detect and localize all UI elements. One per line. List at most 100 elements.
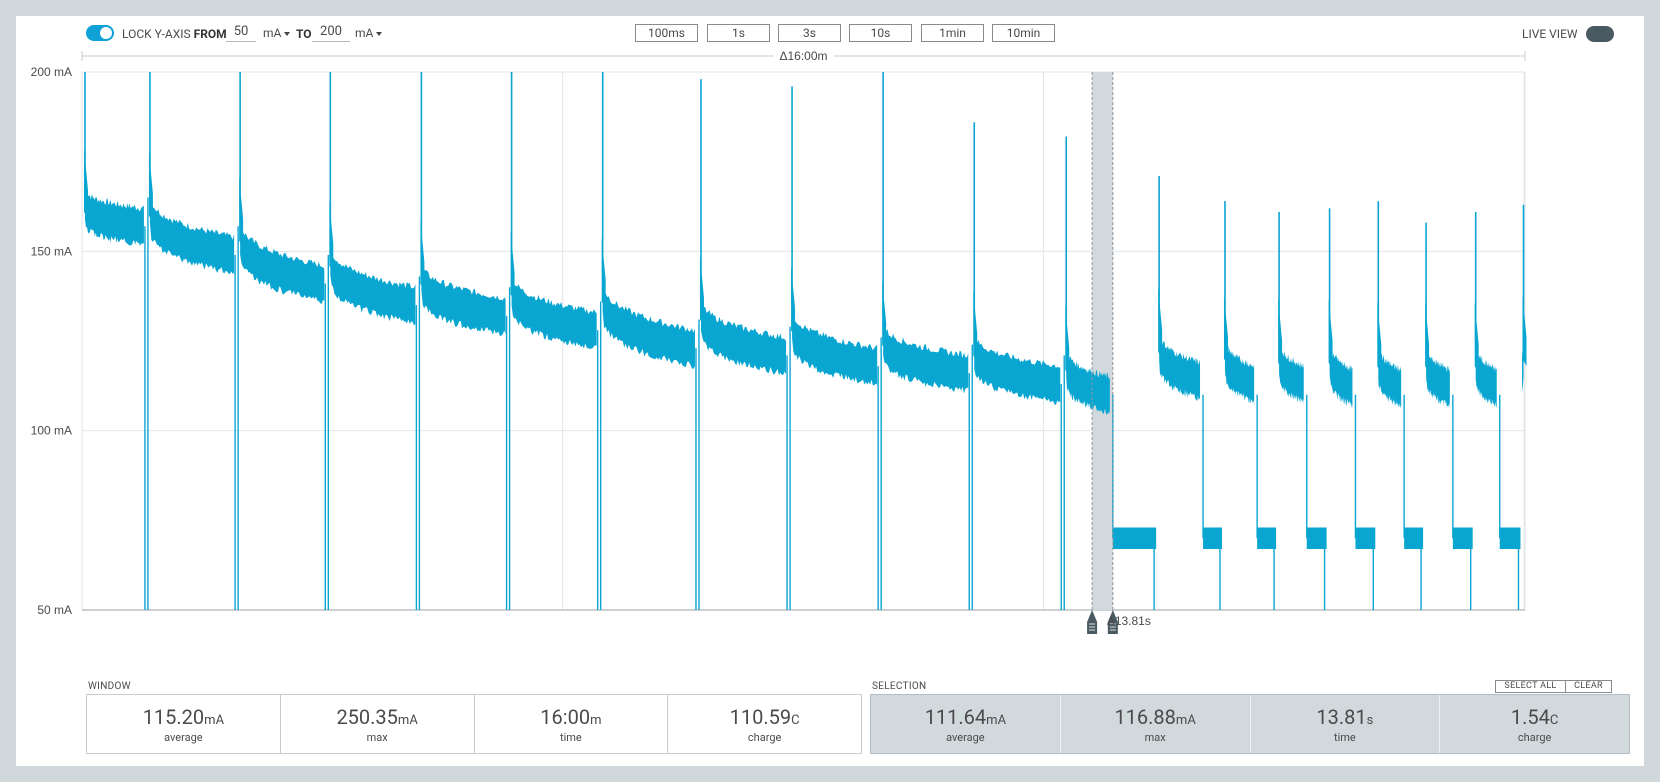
burst-idle-1	[1203, 527, 1222, 550]
trace-segment-3-rise	[329, 201, 334, 273]
burst-idle-0	[1112, 527, 1157, 550]
window-max-unit: mA	[397, 713, 418, 728]
trace-segment-11-rise	[1065, 305, 1070, 377]
live-view-toggle[interactable]	[1586, 26, 1614, 42]
trace-segment-5-rise	[510, 229, 515, 302]
window-charge-value: 110.59	[729, 705, 792, 729]
window-average-value: 115.20	[142, 705, 205, 729]
trace-segment-3-band	[330, 243, 416, 326]
y-tick-label: 200 mA	[31, 65, 72, 79]
selection-max-unit: mA	[1175, 713, 1196, 728]
selection-average-unit: mA	[986, 713, 1007, 728]
chevron-down-icon	[284, 31, 291, 36]
window-max-value: 250.35	[336, 705, 398, 729]
selection-time-caption: time	[1333, 731, 1356, 744]
burst-idle-6	[1452, 527, 1473, 550]
from-label: FROM	[193, 27, 227, 41]
trace-segment-5-band	[511, 271, 597, 349]
burst-band-6-rise	[1474, 301, 1479, 374]
current-chart[interactable]: Δ16:00m 200 mA 150 mA 100 mA 50 mA Δ13.81s	[16, 16, 1644, 676]
window-stats: 115.20mA average 250.35mA max 16:00m time 1…	[86, 694, 862, 754]
window-charge-caption: charge	[747, 731, 782, 744]
y-tick-label: 50 mA	[37, 603, 72, 617]
zoom-10min-button[interactable]: 10min	[992, 24, 1055, 42]
burst-idle-7	[1499, 527, 1521, 550]
zoom-1min-button[interactable]: 1min	[921, 24, 984, 42]
burst-band-4-rise	[1377, 301, 1382, 374]
trace-segment-7-band	[700, 292, 787, 376]
burst-band-7-rise	[1522, 294, 1527, 367]
to-unit-text: mA	[355, 26, 374, 40]
selection-max-value: 116.88	[1114, 705, 1176, 729]
trace-segment-8-rise	[791, 265, 796, 338]
selection-average-caption: average	[946, 731, 985, 744]
selection-stats: 111.64mA average 116.88mA max 13.81s time 1…	[870, 694, 1630, 754]
power-profiler-panel: LOCK Y-AXIS FROM 50 mA TO 200 mA 100ms 1…	[16, 16, 1644, 766]
zoom-3s-button[interactable]: 3s	[778, 24, 841, 42]
trace-segment-1-rise	[148, 150, 153, 223]
burst-idle-2	[1257, 527, 1277, 550]
trace-segment-1-band	[149, 191, 235, 274]
lock-y-axis-toggle[interactable]	[86, 25, 114, 41]
window-time-unit: m	[590, 713, 602, 728]
lock-label-text: LOCK Y-AXIS	[122, 27, 191, 41]
trace-segment-2-band	[240, 215, 325, 305]
selection-time-unit: s	[1366, 713, 1374, 728]
selection-charge-value: 1.54	[1510, 705, 1550, 729]
trace-segment-11-band	[1066, 346, 1110, 415]
burst-band-3-band	[1329, 338, 1353, 408]
burst-idle-3	[1306, 527, 1327, 550]
burst-band-6-band	[1475, 337, 1497, 408]
trace-segment-2-rise	[239, 176, 244, 248]
burst-band-3-rise	[1328, 297, 1333, 370]
selection-max-caption: max	[1144, 731, 1166, 744]
trace-segment-9-band	[883, 321, 969, 394]
burst-band-5-band	[1426, 342, 1450, 409]
burst-band-2-rise	[1278, 297, 1283, 370]
trace-segment-10-band	[974, 331, 1061, 405]
window-max-stat: 250.35mA max	[281, 695, 475, 753]
trace-segment-6-band	[602, 278, 695, 370]
trace-segment-0-band	[85, 186, 144, 247]
window-label: WINDOW	[88, 681, 131, 692]
to-label: TO	[296, 27, 312, 41]
to-unit-dropdown[interactable]: mA	[355, 26, 383, 40]
trace-segment-7-rise	[699, 254, 704, 327]
from-unit-dropdown[interactable]: mA	[263, 26, 291, 40]
selection-region[interactable]	[1092, 72, 1113, 610]
window-span-label-bg	[773, 49, 834, 63]
trace-segment-9-rise	[882, 280, 887, 352]
selection-cursor-handle-icon[interactable]	[1087, 610, 1098, 634]
selection-average-value: 111.64	[924, 705, 987, 729]
window-average-unit: mA	[204, 713, 225, 728]
burst-band-5-rise	[1425, 301, 1430, 374]
zoom-1s-button[interactable]: 1s	[707, 24, 770, 42]
window-span-label: Δ16:00m	[779, 49, 827, 63]
selection-time-value: 13.81	[1316, 705, 1367, 729]
selection-cursor-handle-icon[interactable]	[1107, 610, 1118, 634]
y-axis-from-input[interactable]: 50	[226, 23, 256, 42]
window-time-value: 16:00	[540, 705, 591, 729]
selection-charge-stat: 1.54C charge	[1440, 695, 1629, 753]
window-time-stat: 16:00m time	[475, 695, 669, 753]
zoom-10s-button[interactable]: 10s	[849, 24, 912, 42]
clear-selection-button[interactable]: CLEAR	[1565, 680, 1612, 693]
burst-band-4-band	[1378, 339, 1402, 408]
window-charge-unit: C	[791, 713, 800, 728]
trace-segment-0-rise	[84, 147, 88, 220]
burst-band-1-band	[1224, 334, 1255, 406]
selection-charge-caption: charge	[1517, 731, 1552, 744]
trace-segment-10-rise	[973, 290, 978, 363]
zoom-100ms-button[interactable]: 100ms	[635, 24, 698, 42]
window-average-stat: 115.20mA average	[87, 695, 281, 753]
live-view-label: LIVE VIEW	[1522, 27, 1578, 41]
y-axis-to-input[interactable]: 200	[312, 23, 350, 42]
trace-segment-6-rise	[601, 236, 606, 309]
selection-average-stat: 111.64mA average	[871, 695, 1061, 753]
y-tick-label: 150 mA	[31, 244, 72, 258]
trace-segment-4-rise	[420, 219, 425, 291]
toggle-knob-icon	[1588, 28, 1600, 40]
select-all-button[interactable]: SELECT ALL	[1495, 680, 1566, 693]
window-charge-stat: 110.59C charge	[668, 695, 861, 753]
selection-charge-unit: C	[1549, 713, 1559, 728]
